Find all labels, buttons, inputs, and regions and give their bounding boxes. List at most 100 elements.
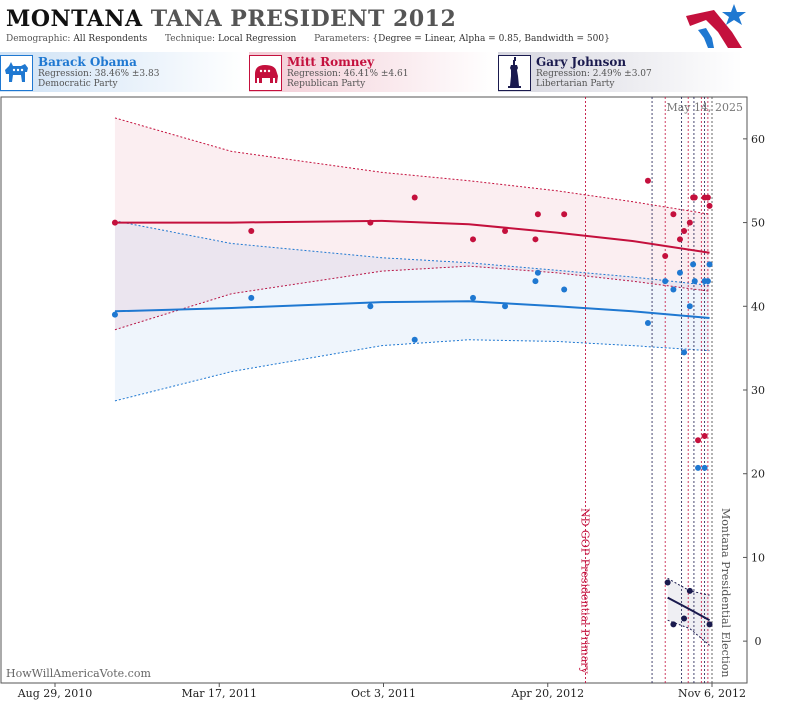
poll-point-gary-johnson	[706, 621, 713, 628]
poll-point-barack-obama	[644, 320, 651, 327]
x-tick-label: Oct 3, 2011	[351, 687, 416, 700]
elephant-icon	[249, 55, 282, 91]
legend-item-romney: Mitt Romney Regression: 46.41% ±4.61 Rep…	[249, 52, 494, 92]
poll-point-mitt-romney	[367, 219, 374, 226]
legend-party-romney: Republican Party	[287, 79, 366, 89]
header: MONTANA TANA PRESIDENT 2012 Demographic:…	[0, 0, 789, 50]
poll-point-barack-obama	[111, 311, 118, 318]
poll-point-mitt-romney	[686, 219, 693, 226]
poll-point-gary-johnson	[664, 579, 671, 586]
plot-area	[0, 96, 748, 684]
parameters-label: Parameters:	[314, 34, 370, 44]
y-tick-label: 0	[755, 635, 762, 648]
poll-point-gary-johnson	[686, 587, 693, 594]
poll-point-mitt-romney	[676, 236, 683, 243]
legend-item-obama: Barack Obama Regression: 38.46% ±3.83 De…	[0, 52, 245, 92]
x-tick-label: Nov 6, 2012	[678, 687, 746, 700]
poll-point-barack-obama	[670, 286, 677, 293]
poll-point-mitt-romney	[681, 227, 688, 234]
legend-regression-romney: Regression: 46.41% ±4.61	[287, 69, 409, 79]
poll-point-barack-obama	[470, 294, 477, 301]
y-tick-label: 20	[751, 468, 765, 481]
poll-point-mitt-romney	[670, 211, 677, 218]
poll-point-mitt-romney	[704, 194, 711, 201]
poll-point-mitt-romney	[644, 177, 651, 184]
legend-name-romney: Mitt Romney	[287, 55, 375, 69]
parameters-line: Demographic: All Respondents Technique: …	[6, 34, 610, 44]
title-subtitle: TANA PRESIDENT 2012	[150, 6, 457, 32]
demographic-value: All Respondents	[73, 34, 148, 44]
band-lower-gary-johnson	[667, 619, 710, 646]
band-lower-barack-obama	[114, 339, 710, 402]
candidate-legend: Barack Obama Regression: 38.46% ±3.83 De…	[0, 52, 789, 94]
watermark: HowWillAmericaVote.com	[6, 667, 151, 680]
legend-name-johnson: Gary Johnson	[536, 55, 627, 69]
poll-point-mitt-romney	[248, 227, 255, 234]
poll-point-mitt-romney	[532, 236, 539, 243]
poll-point-mitt-romney	[561, 211, 568, 218]
poll-point-mitt-romney	[691, 194, 698, 201]
x-tick-label: Aug 29, 2010	[17, 687, 93, 700]
poll-point-barack-obama	[532, 278, 539, 285]
poll-point-mitt-romney	[662, 253, 669, 260]
trend-line-gary-johnson	[667, 596, 711, 622]
y-tick-label: 50	[751, 217, 765, 230]
legend-item-johnson: Gary Johnson Regression: 2.49% ±3.07 Lib…	[498, 52, 743, 92]
donkey-icon	[0, 55, 33, 91]
poll-point-barack-obama	[561, 286, 568, 293]
legend-name-obama: Barack Obama	[38, 55, 137, 69]
poll-point-barack-obama	[502, 303, 509, 310]
trend-line-mitt-romney	[114, 219, 710, 254]
band-upper-barack-obama	[114, 220, 710, 286]
poll-point-mitt-romney	[534, 211, 541, 218]
poll-point-barack-obama	[676, 269, 683, 276]
event-label-nd-gop-presidential-primary: ND GOP Presidential Primary	[579, 508, 592, 675]
poll-chart: ND GOP Presidential Primary Montana Presi…	[0, 96, 765, 700]
poll-point-mitt-romney	[695, 437, 702, 444]
parameters-value: {Degree = Linear, Alpha = 0.85, Bandwidt…	[372, 34, 610, 44]
legend-party-johnson: Libertarian Party	[536, 79, 615, 89]
poll-point-mitt-romney	[502, 227, 509, 234]
poll-point-mitt-romney	[706, 202, 713, 209]
band-barack-obama	[114, 220, 710, 401]
y-tick-label: 60	[751, 133, 765, 146]
poll-point-barack-obama	[704, 278, 711, 285]
poll-point-barack-obama	[248, 294, 255, 301]
poll-point-mitt-romney	[470, 236, 477, 243]
y-tick-label: 10	[751, 551, 765, 564]
technique-value: Local Regression	[217, 34, 297, 44]
poll-point-barack-obama	[681, 349, 688, 356]
date-stamp: May 14, 2025	[666, 101, 743, 114]
poll-point-mitt-romney	[111, 219, 118, 226]
poll-point-barack-obama	[701, 464, 708, 471]
x-tick-label: Mar 17, 2011	[181, 687, 257, 700]
page-title: MONTANA TANA PRESIDENT 2012	[6, 6, 456, 32]
event-label-montana-presidential-election: Montana Presidential Election	[719, 508, 732, 677]
legend-regression-obama: Regression: 38.46% ±3.83	[38, 69, 160, 79]
poll-point-barack-obama	[686, 303, 693, 310]
poll-point-gary-johnson	[670, 621, 677, 628]
technique-label: Technique:	[165, 34, 216, 44]
poll-point-barack-obama	[662, 278, 669, 285]
legend-party-obama: Democratic Party	[38, 79, 118, 89]
y-tick-label: 30	[751, 384, 765, 397]
y-tick-label: 40	[751, 300, 765, 313]
poll-point-barack-obama	[534, 269, 541, 276]
band-mitt-romney	[114, 117, 710, 330]
band-gary-johnson	[667, 578, 710, 646]
demographic-label: Demographic:	[6, 34, 71, 44]
poll-point-barack-obama	[706, 261, 713, 268]
poll-point-mitt-romney	[701, 433, 708, 440]
title-state: MONTANA	[6, 6, 143, 32]
poll-point-barack-obama	[411, 336, 418, 343]
poll-point-barack-obama	[695, 464, 702, 471]
site-logo-icon	[686, 4, 746, 48]
band-upper-mitt-romney	[114, 117, 710, 215]
liberty-statue-icon	[498, 55, 531, 91]
poll-point-barack-obama	[691, 278, 698, 285]
x-tick-label: Apr 20, 2012	[510, 687, 584, 700]
legend-regression-johnson: Regression: 2.49% ±3.07	[536, 69, 652, 79]
poll-point-barack-obama	[690, 261, 697, 268]
poll-point-mitt-romney	[411, 194, 418, 201]
poll-point-barack-obama	[367, 303, 374, 310]
